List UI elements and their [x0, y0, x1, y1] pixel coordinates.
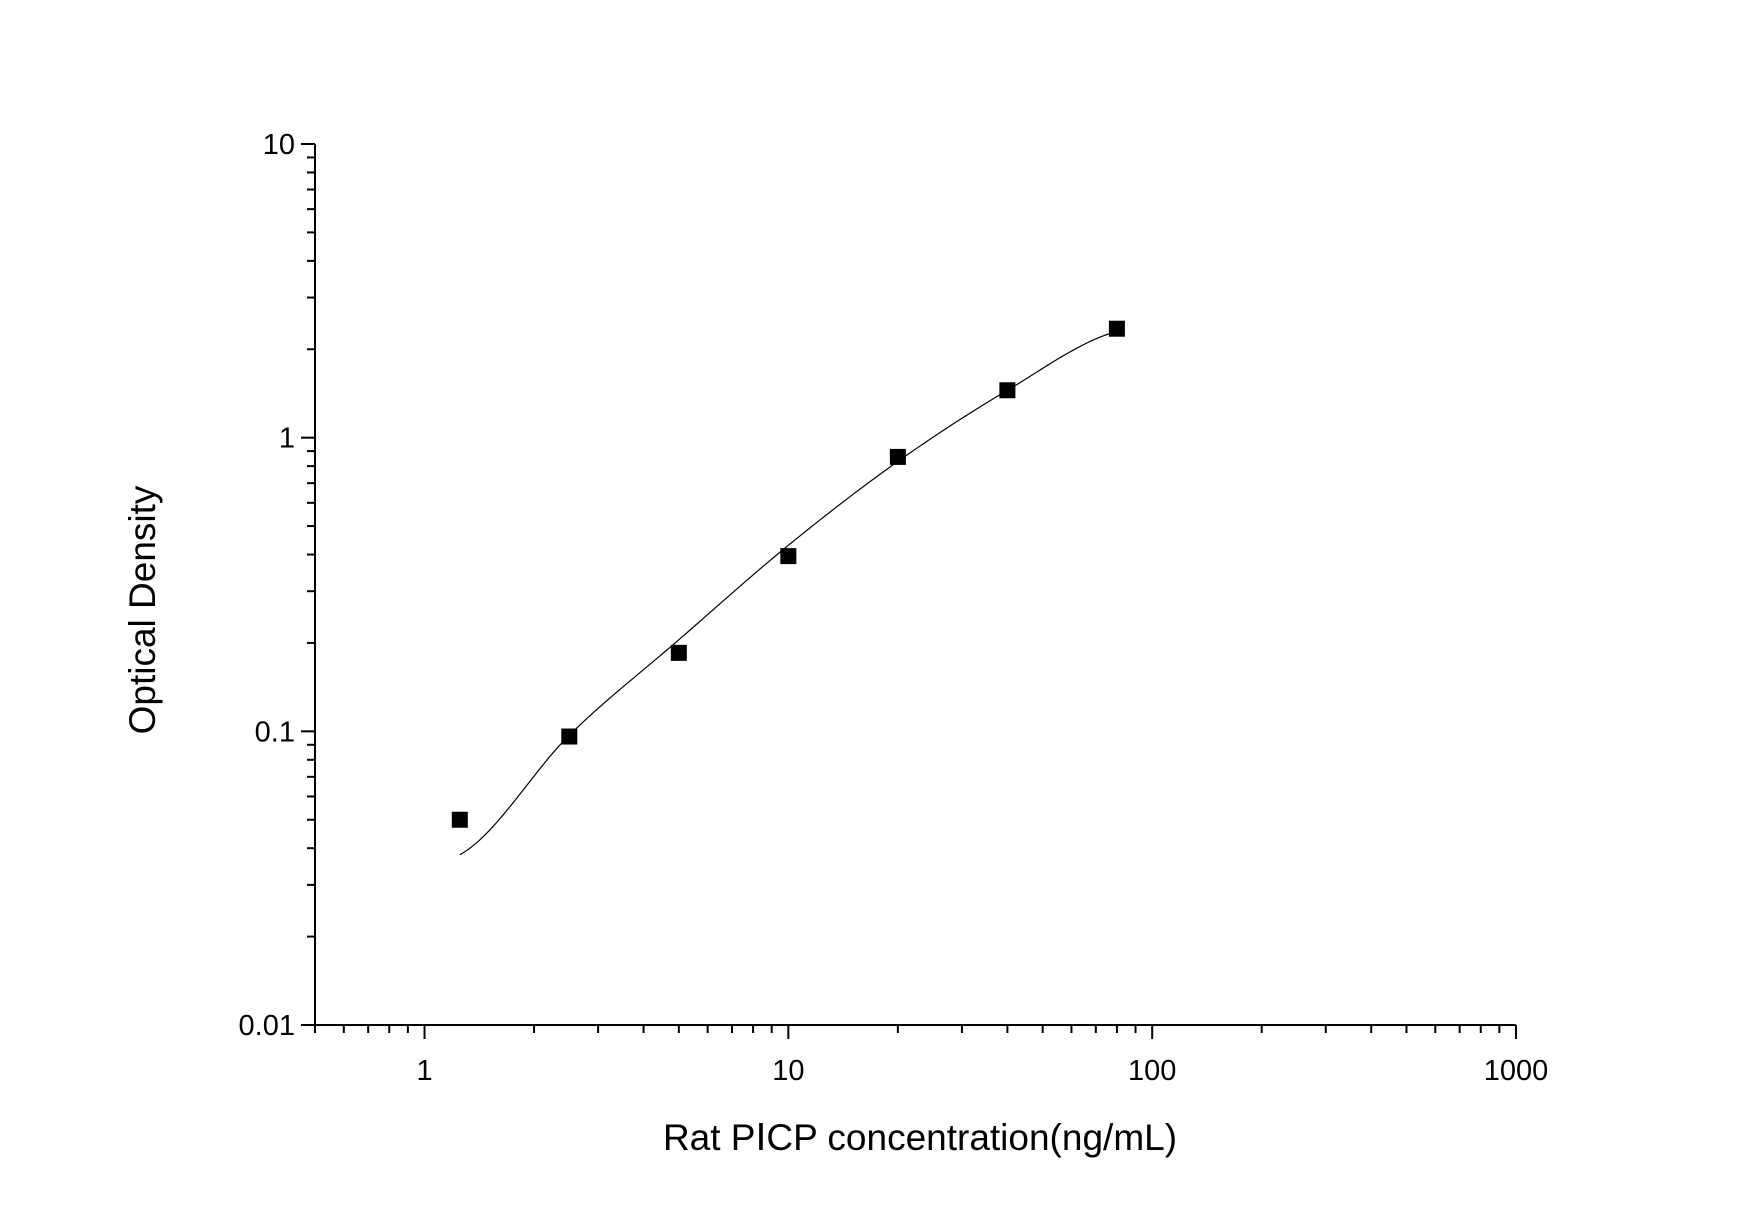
y-tick-label: 1: [279, 423, 295, 455]
data-point: [1108, 320, 1125, 337]
x-axis-title: Rat PⅠCP concentration(ng/mL): [663, 1117, 1177, 1158]
fit-curve: [459, 330, 1118, 856]
x-tick-label: 1: [416, 1055, 432, 1087]
data-point: [889, 448, 906, 465]
tick-labels: 1 10 100 1000 0.01 0.1 1 10: [239, 129, 1549, 1087]
y-tick-label: 0.1: [255, 716, 295, 748]
y-tick-label: 10: [263, 129, 295, 161]
data-point: [451, 811, 468, 828]
y-axis-title: Optical Density: [122, 485, 163, 734]
axes: [314, 144, 1516, 1026]
y-tick-label: 0.01: [239, 1010, 295, 1042]
data-point: [780, 548, 797, 565]
ticks: [301, 143, 1517, 1039]
data-point: [670, 644, 687, 661]
x-tick-label: 1000: [1484, 1055, 1549, 1087]
data-point: [561, 728, 578, 745]
x-tick-label: 100: [1128, 1055, 1176, 1087]
data-point: [999, 382, 1016, 399]
x-tick-label: 10: [772, 1055, 804, 1087]
data-points: [451, 320, 1125, 828]
